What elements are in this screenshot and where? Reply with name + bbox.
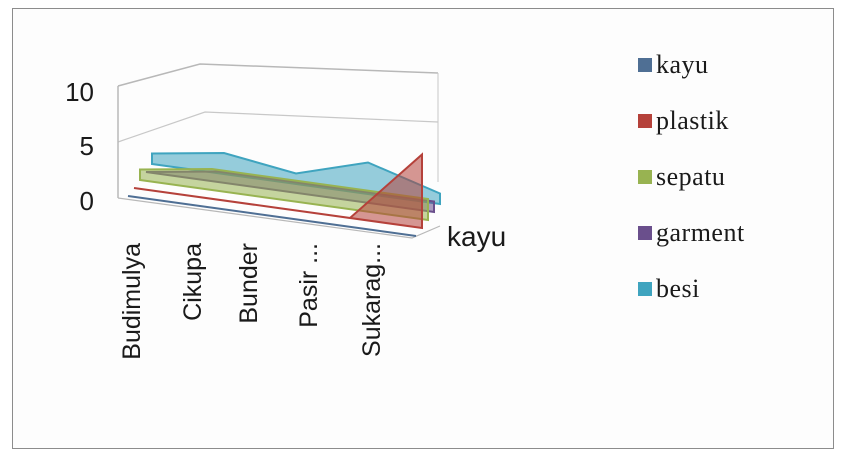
- chart-axis-labels: 10 5 0 Budimulya Cikupa Bunder Pasir ... Sukara…: [65, 77, 506, 360]
- legend-label: kayu: [656, 50, 709, 79]
- legend-label: garment: [656, 218, 745, 247]
- x-tick-label: Sukarag...: [358, 243, 386, 357]
- series-surface-sepatu: [139, 167, 429, 222]
- back-wall-top: [117, 63, 439, 87]
- legend-item-besi: besi: [638, 272, 700, 306]
- depth-axis-label: kayu: [447, 221, 506, 252]
- legend-swatch: [638, 282, 652, 296]
- legend-item-garment: garment: [638, 216, 745, 250]
- legend-label: sepatu: [656, 162, 726, 191]
- legend-swatch: [638, 226, 652, 240]
- legend-swatch: [638, 170, 652, 184]
- series-surface-plastik: [133, 152, 423, 230]
- back-wall-mid: [117, 111, 439, 143]
- legend-swatch: [638, 114, 652, 128]
- chart-walls: [117, 63, 441, 239]
- legend-label: plastik: [656, 106, 729, 135]
- y-tick-label: 0: [80, 186, 94, 216]
- legend-label: besi: [656, 274, 700, 303]
- x-tick-label: Bunder: [235, 243, 263, 324]
- series-surface-kayu: [127, 195, 417, 237]
- chart-surfaces: [127, 151, 441, 237]
- y-tick-label: 5: [80, 131, 94, 161]
- legend-item-plastik: plastik: [638, 104, 729, 138]
- x-tick-label: Pasir ...: [295, 243, 323, 328]
- legend-item-kayu: kayu: [638, 48, 709, 82]
- floor-front: [117, 197, 441, 239]
- x-tick-label: Cikupa: [179, 243, 207, 321]
- legend-item-sepatu: sepatu: [638, 160, 725, 194]
- y-tick-label: 10: [65, 77, 94, 107]
- x-tick-label: Budimulya: [118, 243, 146, 360]
- legend-swatch: [638, 58, 652, 72]
